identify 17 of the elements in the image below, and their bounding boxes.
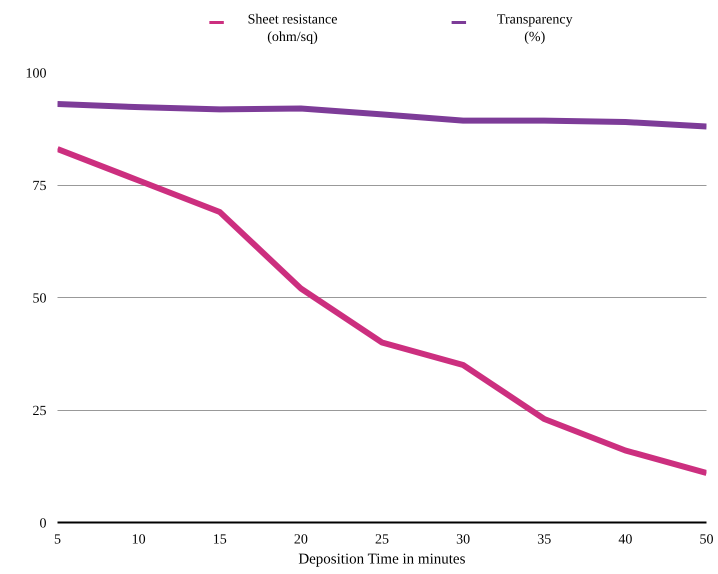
y-tick-label: 25 [32,404,46,419]
x-tick-label: 30 [456,532,470,548]
x-tick-label: 15 [212,532,227,548]
x-tick-label: 5 [54,532,61,548]
x-tick-label: 50 [700,532,714,548]
x-axis-title: Deposition Time in minutes [298,552,466,568]
legend-label: Transparency (%) [496,12,573,45]
legend-label: Sheet resistance (ohm/sq) [248,12,338,45]
y-tick-label: 50 [32,292,46,306]
y-tick-label: 100 [26,66,46,82]
y-tick-label: 75 [32,179,46,194]
x-tick-label: 35 [537,532,552,548]
y-tick-label: 0 [40,516,46,532]
x-tick-label: 10 [132,532,146,548]
x-tick-label: 25 [375,532,389,548]
x-tick-label: 40 [618,532,632,548]
x-tick-label: 20 [294,532,308,548]
